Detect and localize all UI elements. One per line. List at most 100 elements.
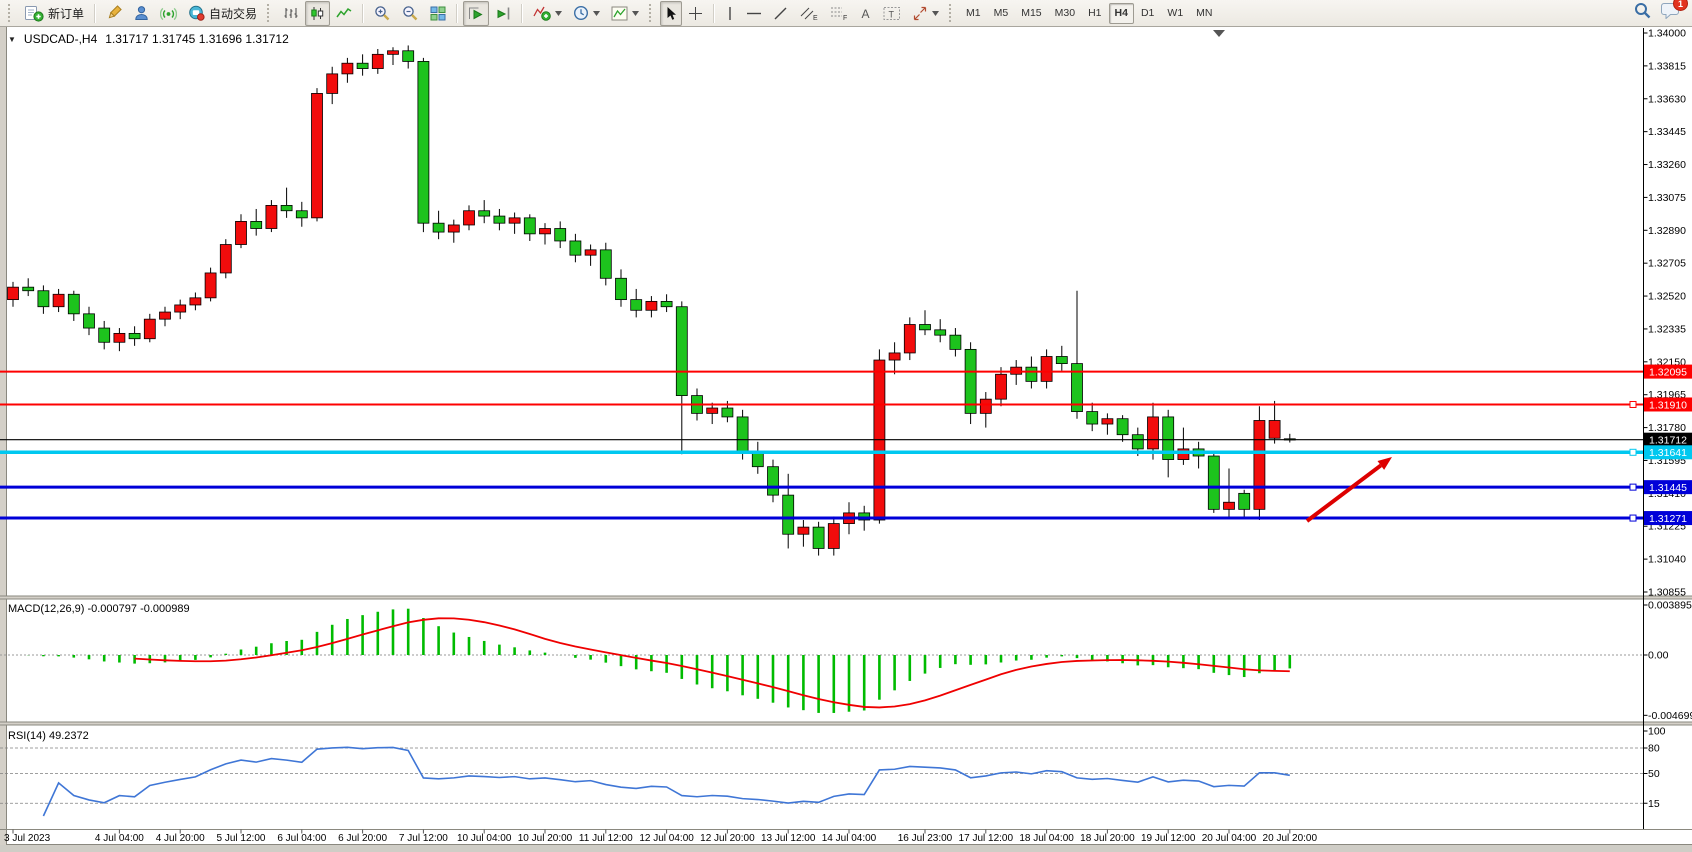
svg-text:3 Jul 2023: 3 Jul 2023 xyxy=(4,833,51,844)
indicators-icon xyxy=(533,6,551,21)
zoom-out-icon xyxy=(403,6,418,21)
new-order-button[interactable]: 新订单 xyxy=(19,1,89,26)
svg-text:50: 50 xyxy=(1648,768,1660,780)
bar-chart-icon xyxy=(284,7,298,18)
indicators-button[interactable] xyxy=(528,1,567,26)
crosshair-button[interactable] xyxy=(683,1,708,26)
arrows-tool-button[interactable] xyxy=(907,1,944,26)
svg-text:T: T xyxy=(889,9,895,19)
trendline-tool-button[interactable] xyxy=(768,1,793,26)
toolbar-grip[interactable] xyxy=(8,4,14,22)
timeframe-m5-button[interactable]: M5 xyxy=(993,7,1009,19)
timeframe-d1-button[interactable]: D1 xyxy=(1140,7,1155,19)
horizontal-line-1.31910[interactable]: 1.31910 xyxy=(0,397,1692,412)
timeframe-m30-button[interactable]: M30 xyxy=(1054,7,1076,19)
main-toolbar: 新订单 自动交易 xyxy=(0,0,1692,27)
chart-shift-marker[interactable] xyxy=(1213,30,1225,37)
periods-button[interactable] xyxy=(568,1,605,26)
vertical-line-tool-button[interactable] xyxy=(720,1,740,26)
svg-text:1.33075: 1.33075 xyxy=(1648,192,1686,204)
template-icon xyxy=(611,6,628,20)
tile-windows-icon xyxy=(430,6,446,20)
auto-trading-button[interactable]: 自动交易 xyxy=(183,1,262,26)
clock-icon xyxy=(574,5,589,21)
templates-button[interactable] xyxy=(606,1,644,26)
horizontal-line-tool-button[interactable] xyxy=(741,1,767,26)
svg-text:1.33815: 1.33815 xyxy=(1648,60,1686,72)
auto-trading-label: 自动交易 xyxy=(209,6,258,21)
chevron-down-icon xyxy=(593,10,601,16)
toolbar-right-group: 1 xyxy=(1634,0,1688,24)
toolbar-grip[interactable] xyxy=(649,4,655,22)
candlestick-icon xyxy=(311,6,324,20)
timeframe-w1-button[interactable]: W1 xyxy=(1167,7,1184,19)
fibonacci-tool-button[interactable]: F xyxy=(824,1,853,26)
notifications-button[interactable]: 1 xyxy=(1661,0,1688,24)
search-button[interactable] xyxy=(1634,2,1651,24)
rsi-label: RSI(14) 49.2372 xyxy=(8,730,89,742)
signals-button[interactable] xyxy=(155,1,182,26)
toolbar-separator xyxy=(362,3,365,23)
chevron-down-icon xyxy=(932,10,940,16)
notification-badge: 1 xyxy=(1673,0,1688,11)
timeframe-mn-button[interactable]: MN xyxy=(1196,7,1213,19)
text-label-tool-button[interactable]: T xyxy=(878,1,906,26)
horizontal-line-1.31271[interactable]: 1.31271 xyxy=(0,511,1692,526)
price-axis: 1.34000 1.33815 1.33630 1.33445 1.33260 1.330… xyxy=(1643,28,1686,599)
chart-window[interactable]: 1.34000 1.33815 1.33630 1.33445 1.33260 1.330… xyxy=(0,27,1692,845)
candlestick-chart-button[interactable] xyxy=(305,0,331,26)
crayon-button[interactable] xyxy=(101,1,128,26)
svg-text:1.30855: 1.30855 xyxy=(1648,587,1686,599)
zoom-in-button[interactable] xyxy=(369,1,396,26)
fibonacci-icon: F xyxy=(831,7,847,21)
svg-text:1.32705: 1.32705 xyxy=(1648,258,1686,270)
svg-text:18 Jul 20:00: 18 Jul 20:00 xyxy=(1080,833,1135,844)
candlestick-series xyxy=(7,45,1296,556)
community-button[interactable] xyxy=(129,1,154,26)
svg-text:17 Jul 12:00: 17 Jul 12:00 xyxy=(959,833,1014,844)
text-label-icon: T xyxy=(883,6,901,20)
svg-text:-0.004699: -0.004699 xyxy=(1648,710,1692,722)
svg-text:10 Jul 04:00: 10 Jul 04:00 xyxy=(457,833,512,844)
svg-text:19 Jul 12:00: 19 Jul 12:00 xyxy=(1141,833,1196,844)
svg-text:80: 80 xyxy=(1648,743,1660,755)
zoom-out-button[interactable] xyxy=(397,1,424,26)
svg-text:13 Jul 12:00: 13 Jul 12:00 xyxy=(761,833,816,844)
chart-shift-button[interactable] xyxy=(490,1,516,26)
timeframe-m15-button[interactable]: M15 xyxy=(1021,7,1042,19)
timeframe-h1-button[interactable]: H1 xyxy=(1088,7,1102,19)
timeframe-m1-button[interactable]: M1 xyxy=(966,7,981,19)
horizontal-line-1.31712[interactable]: 1.31712 xyxy=(0,432,1692,447)
trend-arrow-annotation[interactable] xyxy=(1305,457,1392,523)
toolbar-grip[interactable] xyxy=(267,4,273,22)
macd-label: MACD(12,26,9) -0.000797 -0.000989 xyxy=(8,603,190,615)
equidistant-channel-tool-button[interactable]: E xyxy=(794,1,823,26)
bar-chart-button[interactable] xyxy=(278,1,304,26)
channel-icon: E xyxy=(800,7,818,21)
toolbar-grip[interactable] xyxy=(949,4,955,22)
time-axis: 3 Jul 2023 4 Jul 04:00 4 Jul 20:00 5 Jul 12… xyxy=(4,829,1317,844)
chart-menu-icon[interactable]: ▼ xyxy=(8,34,16,44)
svg-text:1.32520: 1.32520 xyxy=(1648,291,1686,303)
horizontal-line-1.31445[interactable]: 1.31445 xyxy=(0,480,1692,495)
person-icon xyxy=(135,6,148,20)
chart-canvas[interactable]: 1.34000 1.33815 1.33630 1.33445 1.33260 1.330… xyxy=(0,27,1692,845)
svg-text:0.00: 0.00 xyxy=(1648,650,1669,662)
cursor-button[interactable] xyxy=(660,0,683,26)
svg-text:4 Jul 04:00: 4 Jul 04:00 xyxy=(95,833,144,844)
line-chart-button[interactable] xyxy=(331,1,357,26)
tile-windows-button[interactable] xyxy=(425,1,451,26)
chart-shift-icon xyxy=(497,7,510,19)
svg-text:1.34000: 1.34000 xyxy=(1648,28,1686,40)
toolbar-separator xyxy=(456,3,459,23)
text-tool-button[interactable]: A xyxy=(854,1,877,26)
horizontal-line-1.32095[interactable]: 1.32095 xyxy=(0,364,1692,379)
rsi-panel: 100 80 50 15 xyxy=(0,726,1666,817)
horizontal-line-1.31641[interactable]: 1.31641 xyxy=(0,445,1692,460)
svg-text:1.33445: 1.33445 xyxy=(1648,126,1686,138)
auto-scroll-button[interactable] xyxy=(463,0,490,26)
svg-text:11 Jul 12:00: 11 Jul 12:00 xyxy=(579,833,633,844)
rsi-line xyxy=(42,746,1290,817)
svg-text:12 Jul 20:00: 12 Jul 20:00 xyxy=(700,833,755,844)
timeframe-h4-button[interactable]: H4 xyxy=(1108,2,1134,24)
